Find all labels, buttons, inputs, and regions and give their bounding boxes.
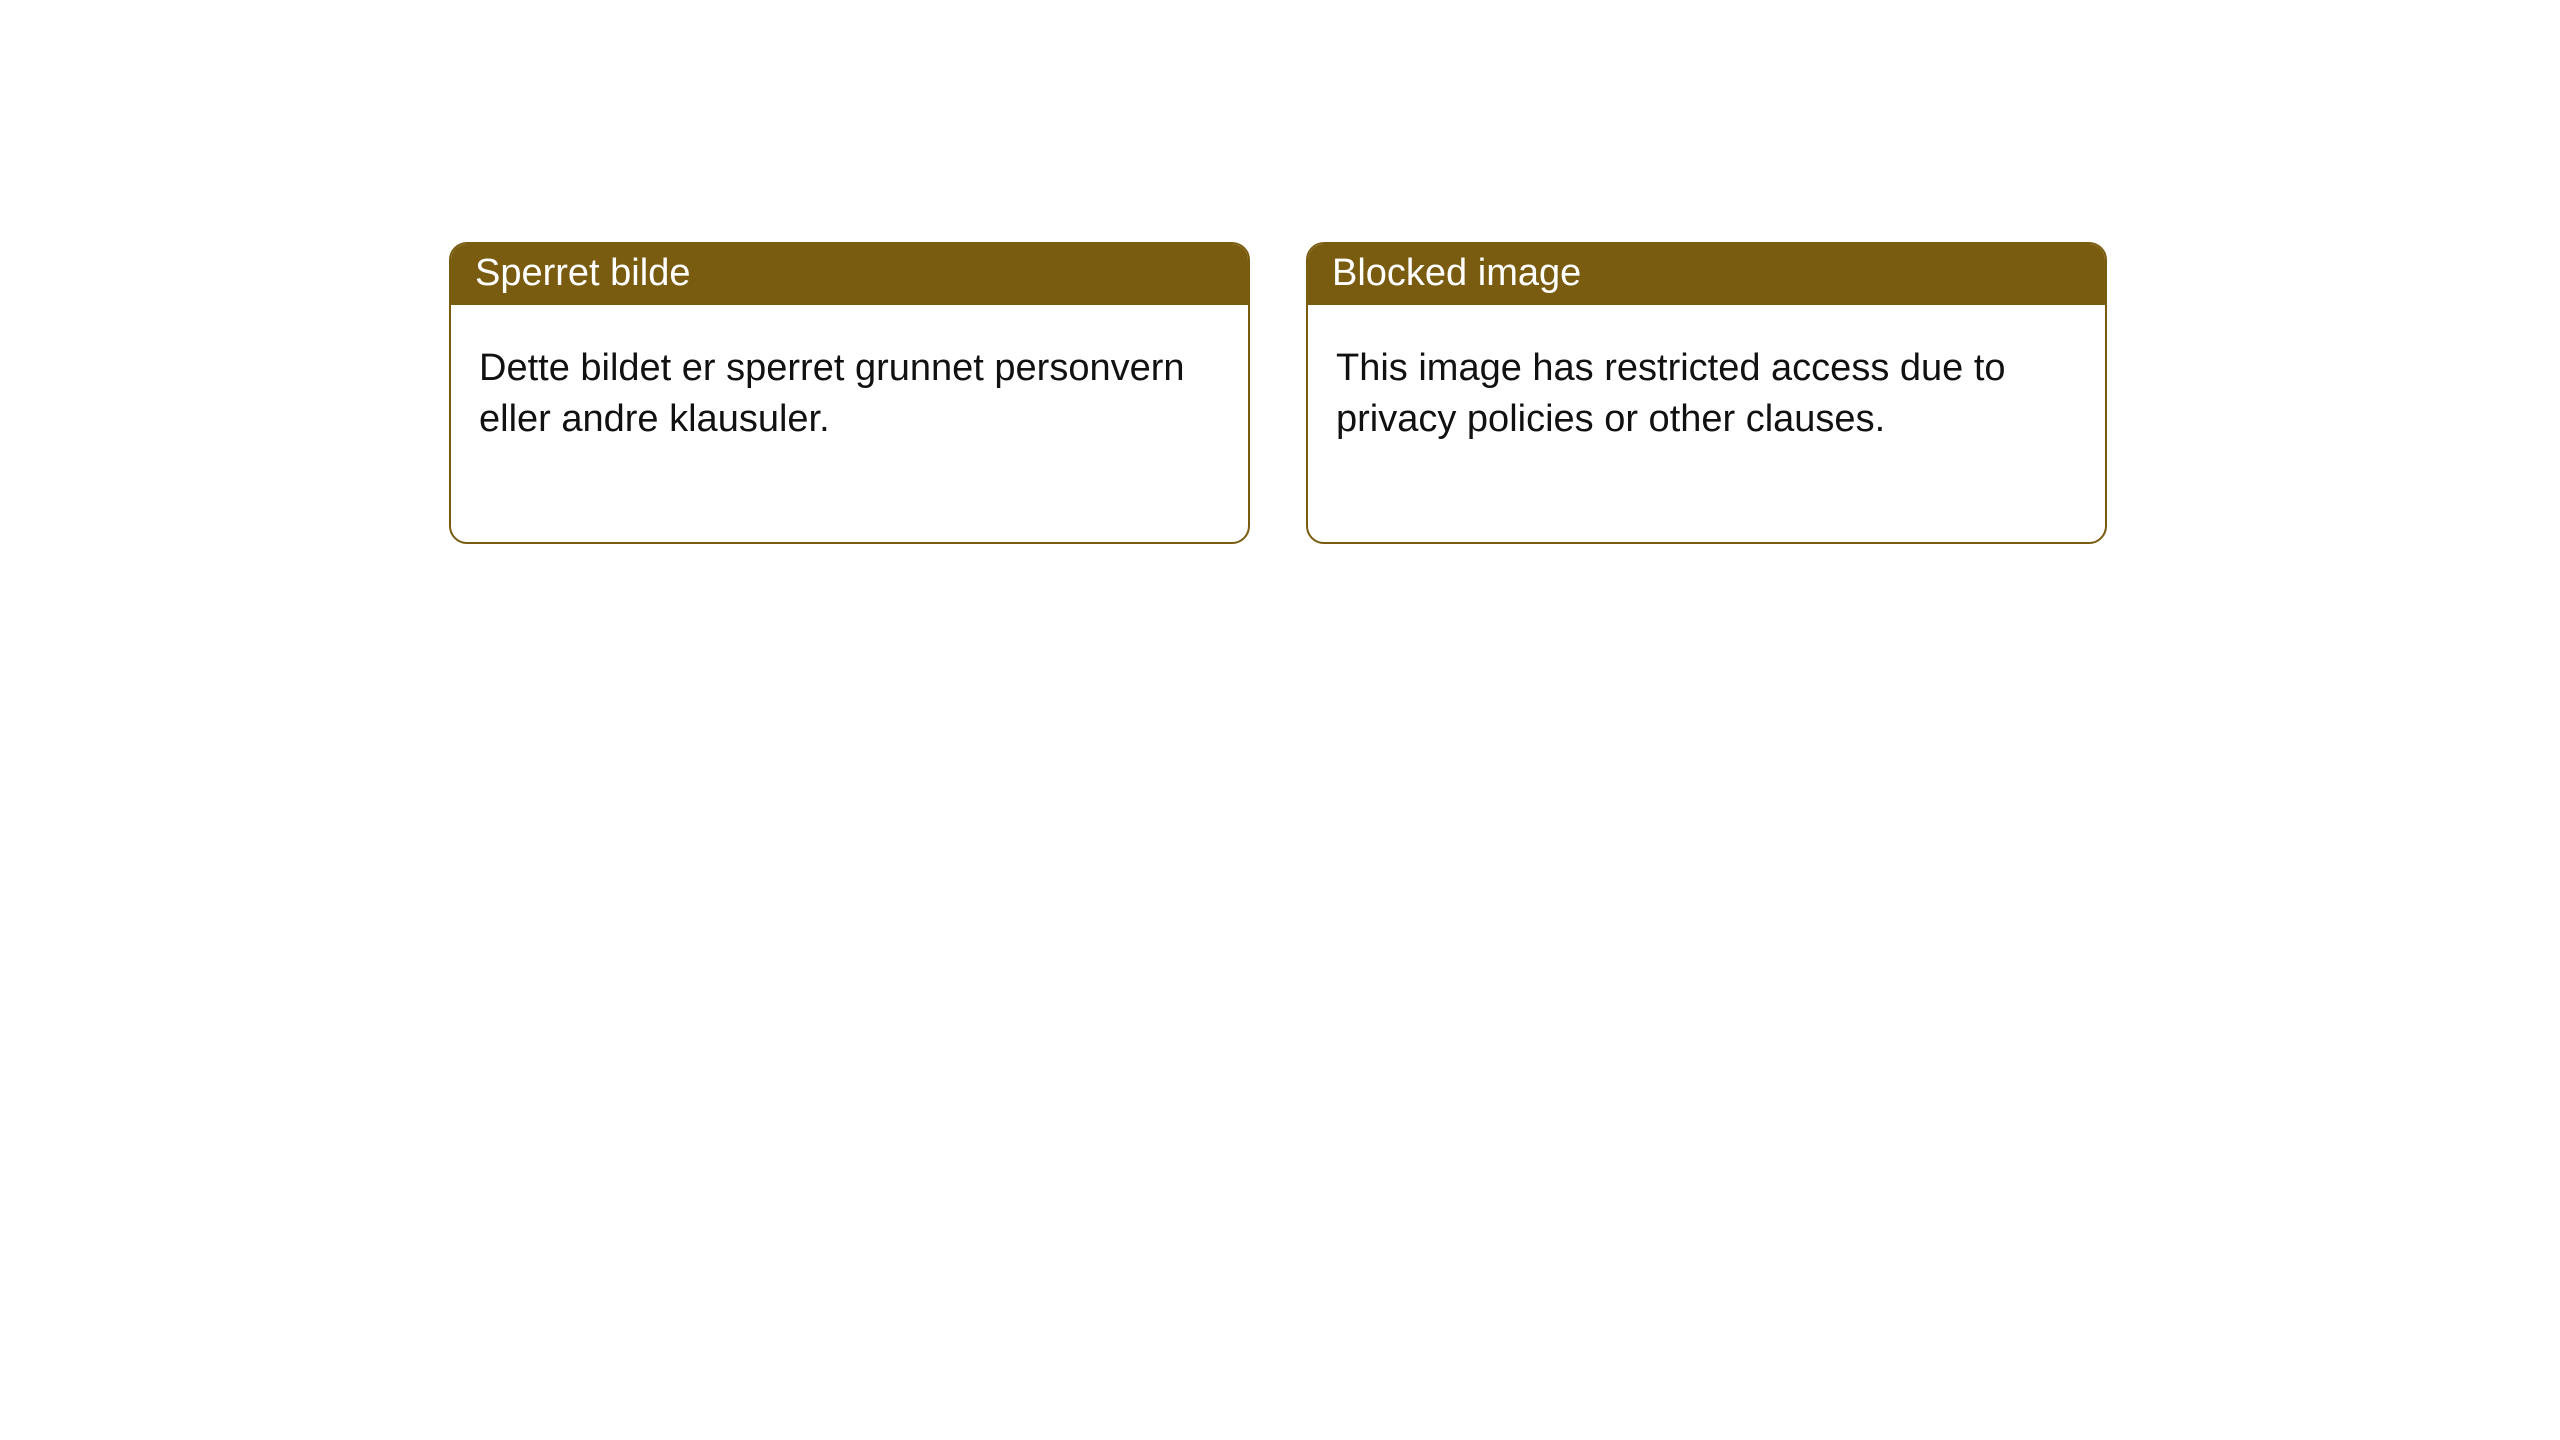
blocked-image-card-en: Blocked image This image has restricted … (1306, 242, 2107, 544)
card-body: Dette bildet er sperret grunnet personve… (451, 305, 1248, 542)
card-header: Blocked image (1308, 244, 2105, 305)
card-container: Sperret bilde Dette bildet er sperret gr… (0, 0, 2560, 544)
blocked-image-card-no: Sperret bilde Dette bildet er sperret gr… (449, 242, 1250, 544)
card-header: Sperret bilde (451, 244, 1248, 305)
card-body: This image has restricted access due to … (1308, 305, 2105, 542)
